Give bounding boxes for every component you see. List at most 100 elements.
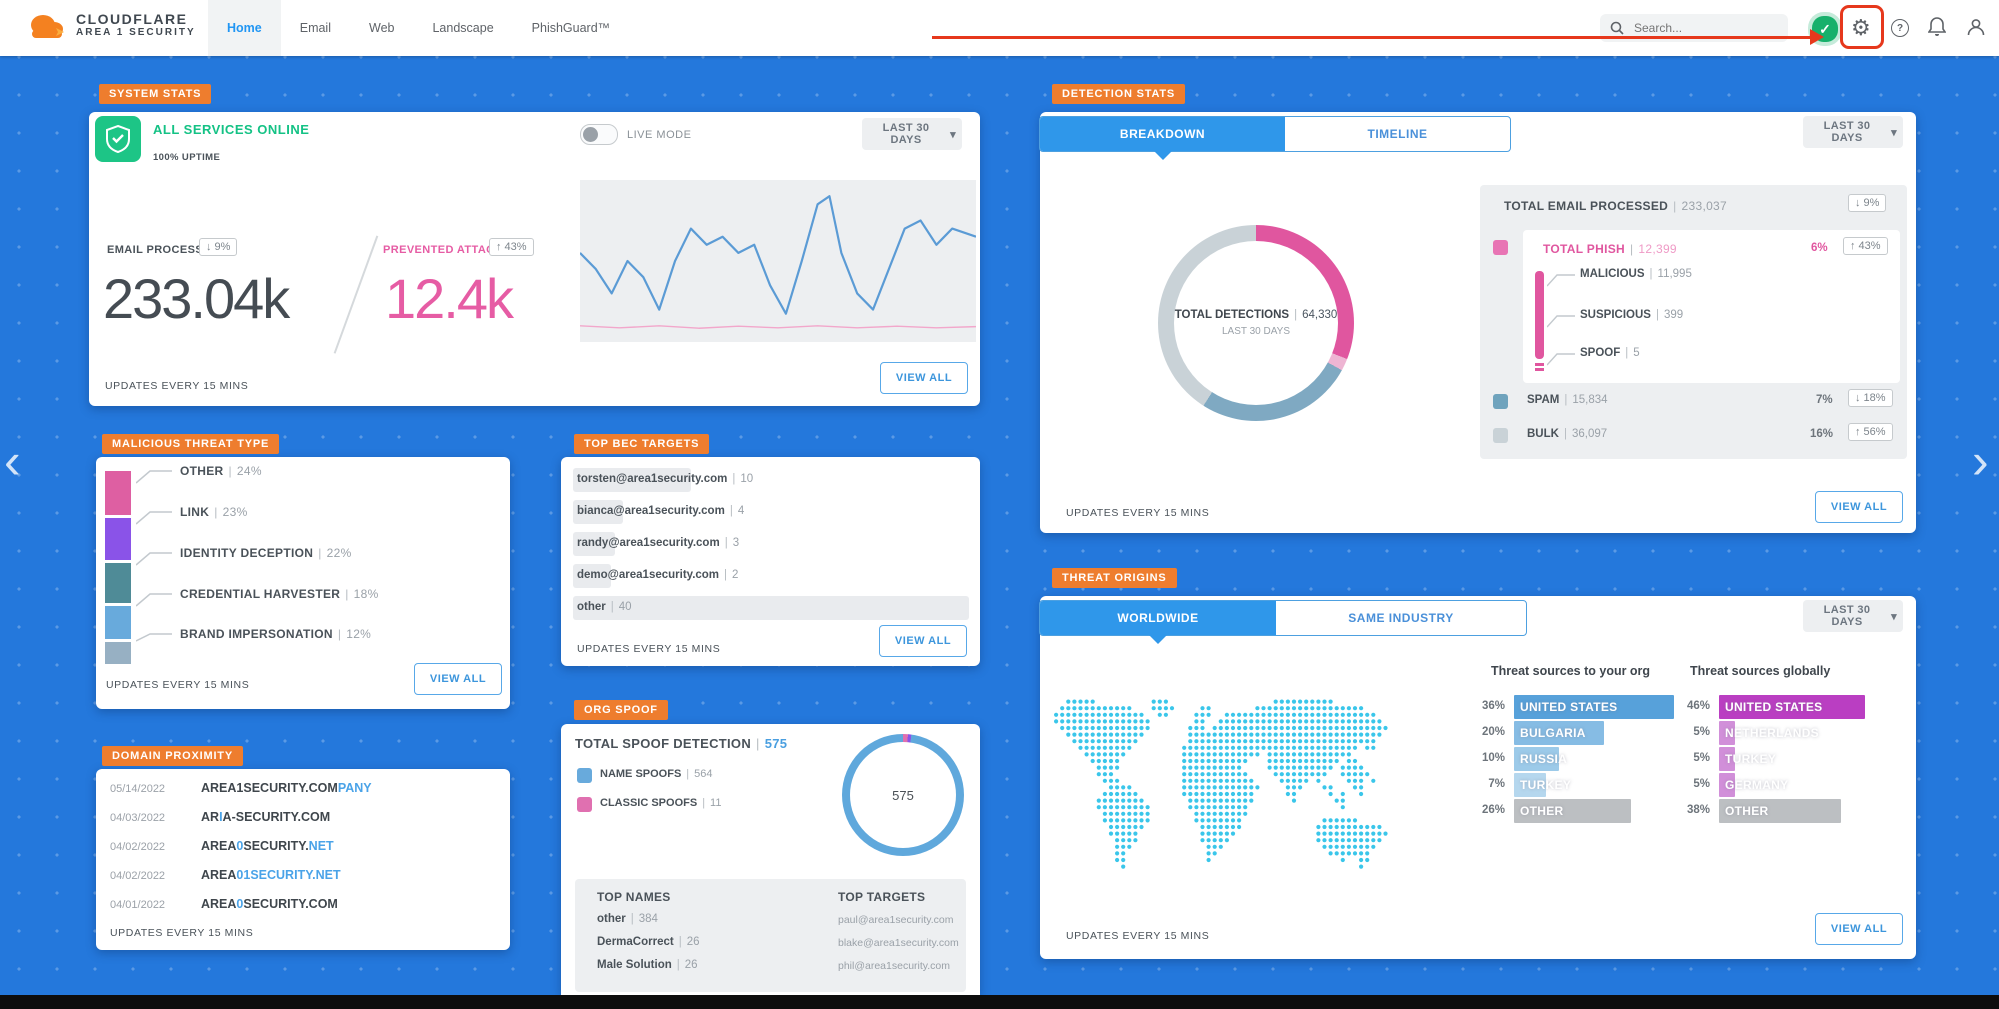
live-mode-label: LIVE MODE [627,129,692,141]
country-bar [1514,799,1631,823]
services-status-text: ALL SERVICES ONLINE [153,122,310,137]
nav-item-home[interactable]: Home [208,0,281,56]
detection-range-dropdown[interactable]: LAST 30 DAYS ▾ [1803,116,1903,148]
phish-delta-badge: ↑ 43% [1843,237,1888,255]
bec-row[interactable]: bianca@area1security.com | 4 [577,505,745,517]
domain-link[interactable]: AREA0SECURITY.COM [201,897,338,911]
bec-row[interactable]: demo@area1security.com | 2 [577,569,739,581]
org-spoof-title: TOTAL SPOOF DETECTION | 575 [575,736,788,751]
tab-breakdown[interactable]: BREAKDOWN [1040,117,1285,160]
row-highlight [573,532,615,556]
top-names-header: TOP NAMES [597,890,671,904]
nav-item-email[interactable]: Email [299,21,331,35]
search-input[interactable] [1632,20,1776,36]
help-icon[interactable]: ? [1891,19,1909,37]
threat-type-card: OTHER | 24% LINK | 23% IDENTITY DECEPTION | 22… [96,457,510,709]
country-bar-label: UNITED STATES [1520,700,1618,714]
country-bar [1514,747,1559,771]
top-target-row: phil@area1security.com [838,960,951,972]
total-email-processed-row: TOTAL EMAIL PROCESSED | 233,037 [1504,199,1728,213]
country-bar-label: TURKEY [1520,778,1572,792]
country-bar [1514,695,1674,719]
threat-type-tag: MALICIOUS THREAT TYPE [102,434,280,454]
threat-origins-tag: THREAT ORIGINS [1052,568,1177,588]
country-bar-label: TURKEY [1725,752,1777,766]
domain-date: 04/01/2022 [110,899,166,911]
threat-type-row: OTHER | 24% [180,464,262,478]
bec-row[interactable]: torsten@area1security.com | 10 [577,473,754,485]
classic-spoofs-swatch [577,797,592,812]
spam-pct: 7% [1816,394,1833,406]
phish-swatch [1493,240,1508,255]
tab-worldwide[interactable]: WORLDWIDE [1040,601,1276,644]
global-bar-pct: 5% [1693,778,1710,790]
country-bar-label: OTHER [1725,804,1769,818]
detection-stats-tag: DETECTION STATS [1052,84,1186,104]
system-range-dropdown[interactable]: LAST 30 DAYS ▾ [862,118,962,150]
metrics-divider [333,235,378,354]
updates-text: UPDATES EVERY 15 MINS [105,380,249,392]
prevented-attacks-delta-badge: ↑ 43% [489,238,534,256]
country-bar [1719,721,1735,745]
chevron-down-icon: ▾ [1891,610,1897,623]
toggle-knob [583,127,598,142]
system-view-all-button[interactable]: VIEW ALL [880,362,968,394]
domain-date: 05/14/2022 [110,783,166,795]
tab-timeline[interactable]: TIMELINE [1367,127,1428,141]
domain-proximity-card: 05/14/2022 AREA1SECURITY.COMPANY 04/03/2… [96,769,510,950]
notifications-bell-icon[interactable] [1928,17,1946,37]
user-account-icon[interactable] [1966,17,1986,37]
settings-gear-icon[interactable]: ⚙ [1851,15,1871,40]
email-trend-chart [579,180,977,342]
carousel-next-button[interactable]: › [1972,433,1989,489]
email-processed-value: 233.04k [103,267,290,330]
bar-brand-impersonation [105,642,131,664]
nav-item-web[interactable]: Web [369,21,395,35]
threat-type-view-all-button[interactable]: VIEW ALL [414,663,502,695]
uptime-text: 100% UPTIME [153,152,221,163]
bec-view-all-button[interactable]: VIEW ALL [879,625,967,657]
domain-link[interactable]: AREA1SECURITY.COMPANY [201,781,372,795]
bar-credential-harvester [105,606,131,639]
domain-link[interactable]: AREA01SECURITY.NET [201,868,341,882]
updates-text: UPDATES EVERY 15 MINS [577,643,721,655]
tab-same-industry[interactable]: SAME INDUSTRY [1348,611,1454,625]
detection-view-all-button[interactable]: VIEW ALL [1815,491,1903,523]
origins-range-dropdown[interactable]: LAST 30 DAYS ▾ [1803,600,1903,632]
top-name-row: DermaCorrect | 26 [597,936,700,948]
nav-item-landscape[interactable]: Landscape [432,21,494,35]
name-spoofs-swatch [577,768,592,783]
carousel-prev-button[interactable]: ‹ [4,433,21,489]
threat-type-bar-stack [105,471,131,664]
bar-link [105,518,131,560]
row-highlight [573,468,691,492]
spam-delta-badge: ↓ 18% [1848,389,1893,407]
origins-view-all-button[interactable]: VIEW ALL [1815,913,1903,945]
suspicious-row: SUSPICIOUS | 399 [1580,309,1684,321]
org-bar-pct: 7% [1488,778,1505,790]
bulk-pct: 16% [1810,428,1834,440]
threat-type-row: BRAND IMPERSONATION | 12% [180,627,372,641]
annotation-highlight-box [1840,5,1884,49]
live-mode-toggle[interactable] [580,124,618,145]
bottom-letterbox-bar [0,995,1999,1009]
top-target-row: blake@area1security.com [838,937,959,949]
top-name-row: Male Solution | 26 [597,959,698,971]
brand: CLOUDFLARE AREA 1 SECURITY [76,11,196,38]
connector-line [136,511,172,525]
country-bar-label: NETHERLANDS [1725,726,1819,740]
name-spoofs-legend: NAME SPOOFS | 564 [600,768,713,780]
org-bar-pct: 26% [1481,804,1505,816]
domain-link[interactable]: AREA0SECURITY.NET [201,839,334,853]
updates-text: UPDATES EVERY 15 MINS [110,927,254,939]
brand-line1: CLOUDFLARE [76,11,188,27]
spoof-detail-panel: TOP NAMES other | 384 DermaCorrect | 26 Male… [575,879,966,992]
nav-item-phishguard[interactable]: PhishGuard™ [531,21,611,35]
malicious-row: MALICIOUS | 11,995 [1580,268,1692,280]
updates-text: UPDATES EVERY 15 MINS [1066,930,1210,942]
bec-row[interactable]: other | 40 [577,601,632,613]
bec-row[interactable]: randy@area1security.com | 3 [577,537,740,549]
threat-type-row: CREDENTIAL HARVESTER | 18% [180,587,379,601]
domain-link[interactable]: ARIA-SECURITY.COM [201,810,331,824]
detection-detail-panel: TOTAL EMAIL PROCESSED | 233,037 ↓ 9% TOTAL… [1480,185,1907,459]
